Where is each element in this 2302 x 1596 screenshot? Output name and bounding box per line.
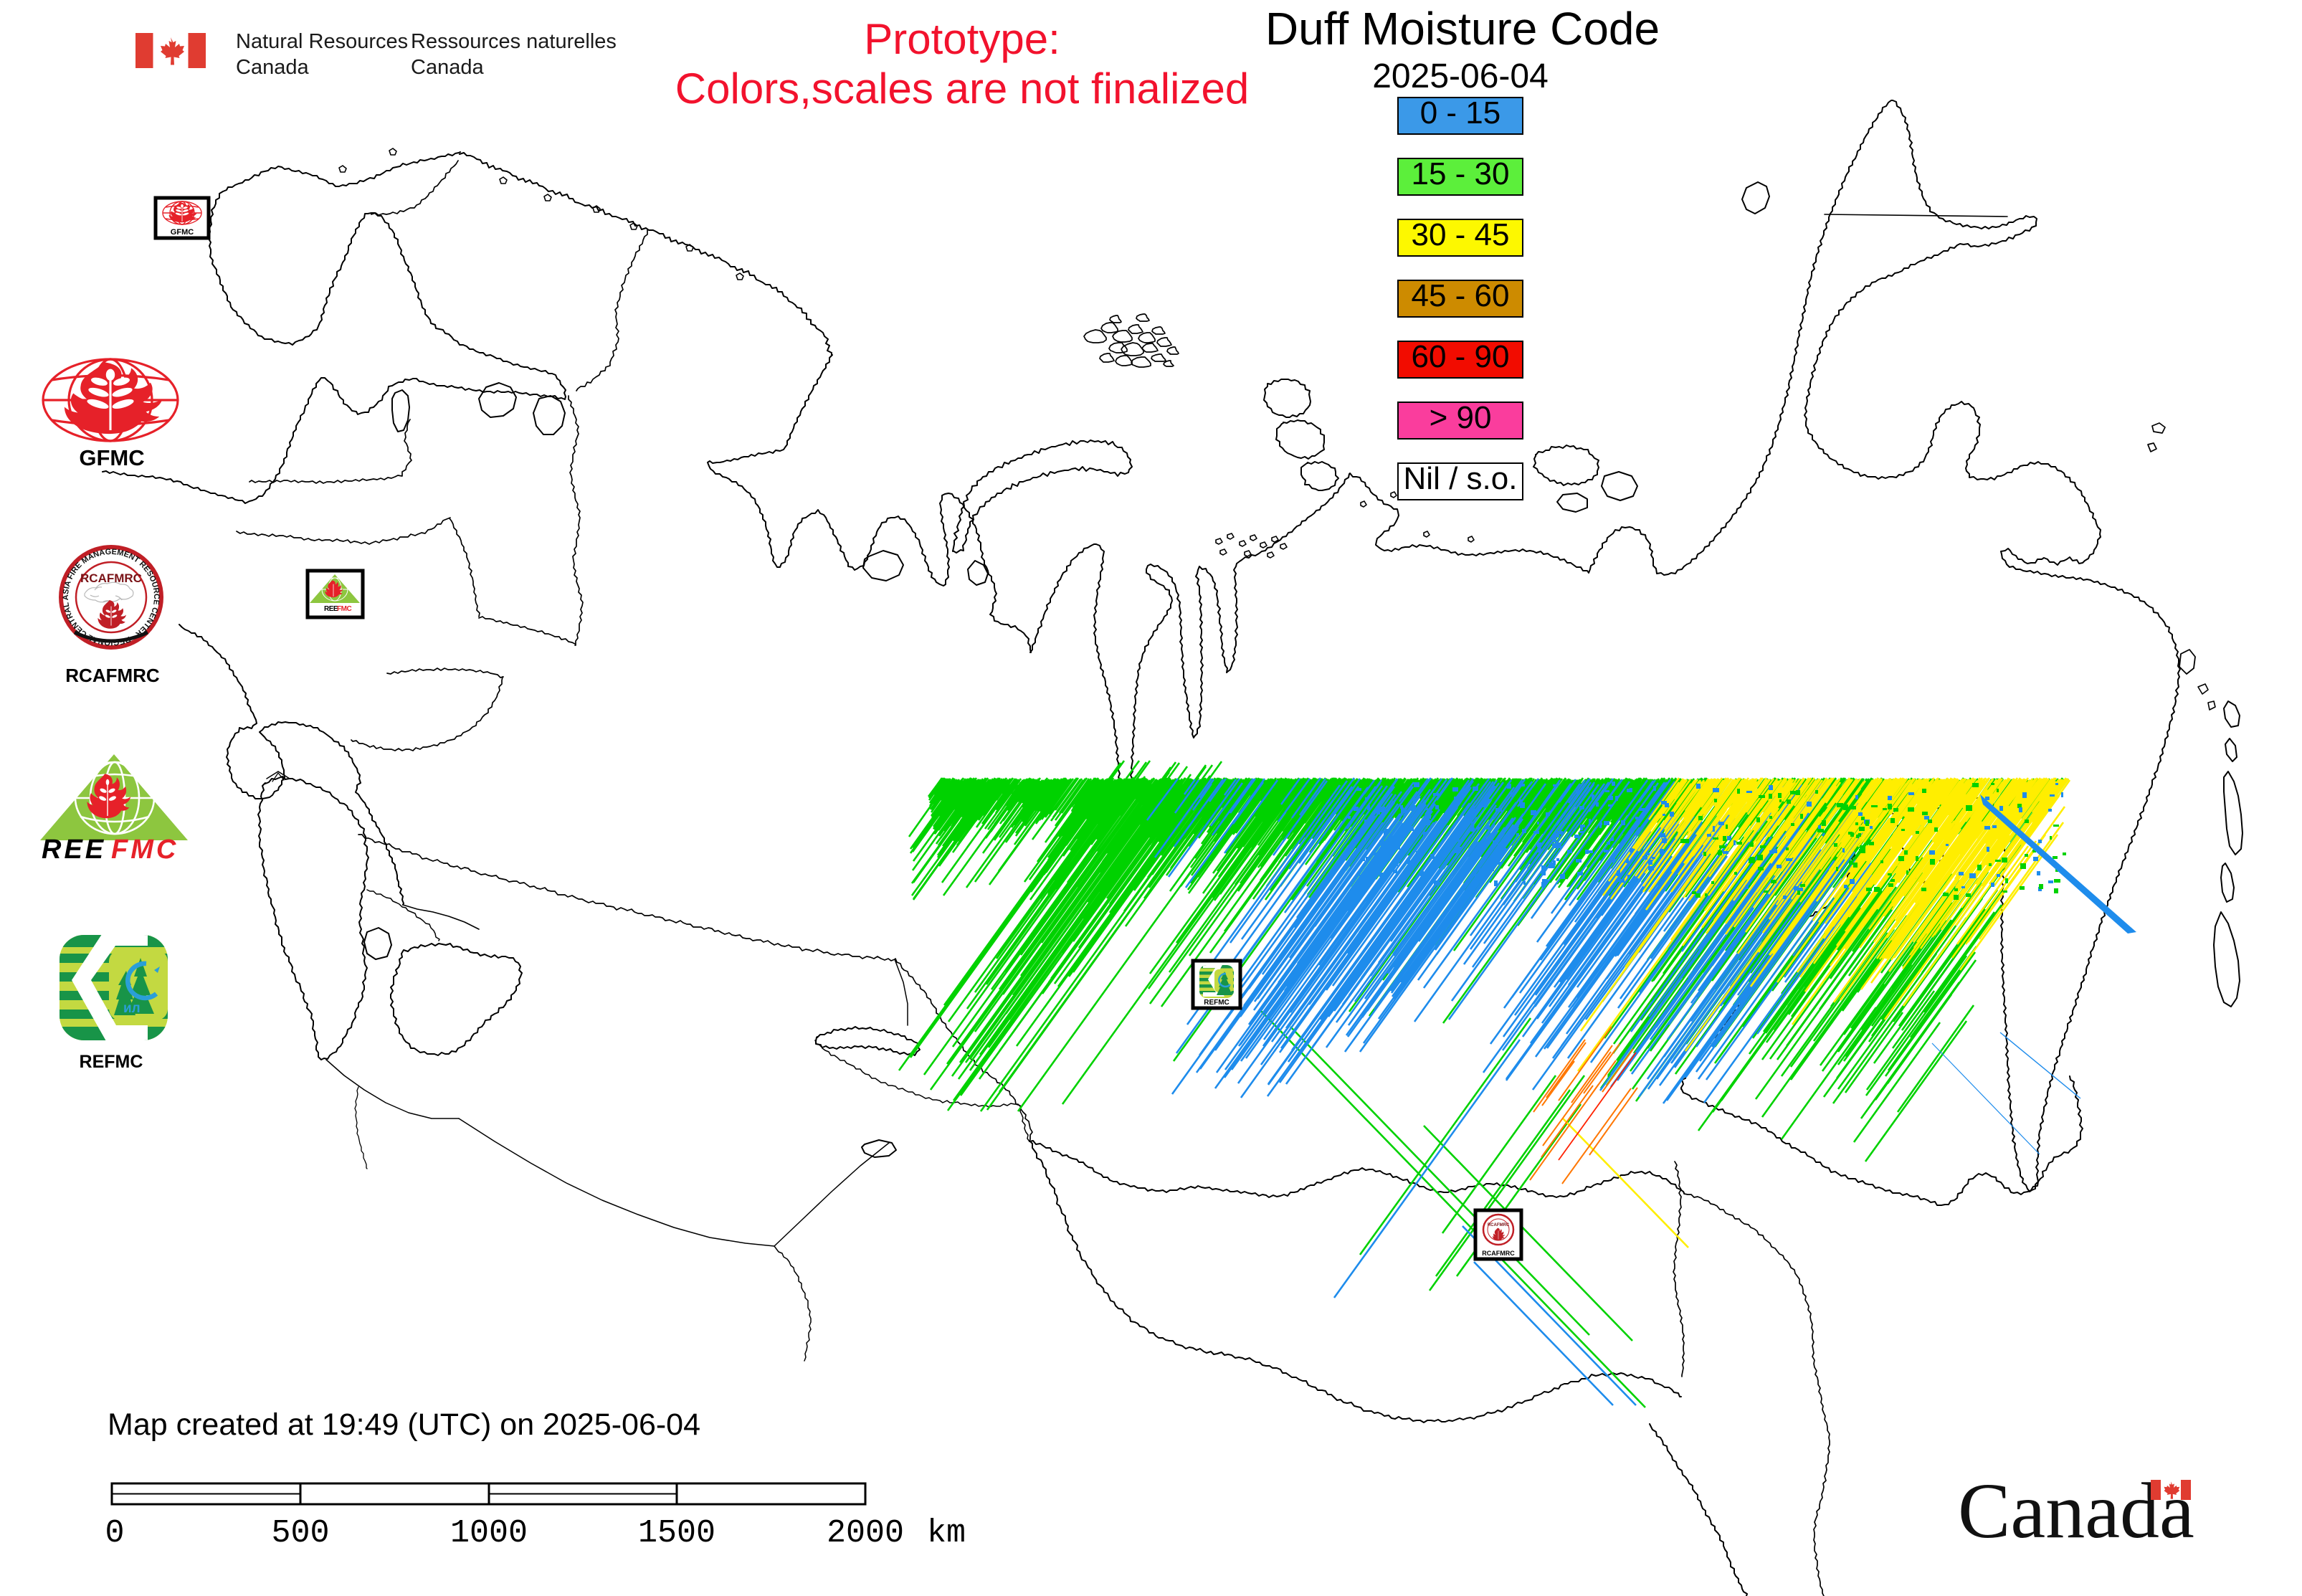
svg-text:Prototype:: Prototype: — [864, 15, 1060, 63]
svg-text:Canada: Canada — [411, 56, 484, 79]
svg-text:Nil / s.o.: Nil / s.o. — [1404, 461, 1518, 496]
svg-text:0: 0 — [105, 1515, 124, 1552]
svg-text:REE: REE — [324, 605, 338, 613]
svg-text:Canada: Canada — [236, 56, 309, 79]
svg-text:FMC: FMC — [111, 835, 179, 865]
svg-text:RCAFMRC: RCAFMRC — [80, 571, 142, 585]
svg-text:2025-06-04: 2025-06-04 — [1372, 57, 1549, 95]
svg-text:15 - 30: 15 - 30 — [1412, 156, 1510, 191]
svg-text:ил: ил — [123, 1001, 141, 1016]
svg-text:REFMC: REFMC — [1204, 999, 1230, 1007]
svg-text:500: 500 — [271, 1515, 329, 1552]
svg-text:Natural Resources: Natural Resources — [236, 30, 408, 53]
svg-text:GFMC: GFMC — [79, 445, 144, 470]
svg-text:Colors,scales are not finalize: Colors,scales are not finalized — [675, 65, 1249, 113]
svg-text:RCAFMRC: RCAFMRC — [65, 665, 160, 686]
svg-text:Map created at 19:49 (UTC) on: Map created at 19:49 (UTC) on 2025-06-04 — [108, 1407, 700, 1442]
svg-text:km: km — [927, 1515, 966, 1552]
svg-text:REFMC: REFMC — [80, 1052, 143, 1072]
svg-text:RCAFMRC: RCAFMRC — [1482, 1250, 1515, 1257]
svg-text:60 - 90: 60 - 90 — [1412, 339, 1510, 374]
svg-text:30 - 45: 30 - 45 — [1412, 217, 1510, 252]
svg-text:45 - 60: 45 - 60 — [1412, 278, 1510, 313]
svg-text:Duff Moisture Code: Duff Moisture Code — [1265, 3, 1660, 54]
svg-text:1000: 1000 — [450, 1515, 528, 1552]
svg-text:Ressources naturelles: Ressources naturelles — [411, 30, 617, 53]
svg-text:2000: 2000 — [827, 1515, 904, 1552]
svg-text:RCAFMRC: RCAFMRC — [1488, 1223, 1510, 1227]
svg-text:0 - 15: 0 - 15 — [1420, 95, 1501, 130]
svg-text:GFMC: GFMC — [171, 228, 194, 237]
svg-text:> 90: > 90 — [1430, 400, 1492, 435]
svg-text:1500: 1500 — [638, 1515, 715, 1552]
svg-text:REE: REE — [42, 835, 106, 865]
svg-text:FMC: FMC — [337, 605, 351, 613]
